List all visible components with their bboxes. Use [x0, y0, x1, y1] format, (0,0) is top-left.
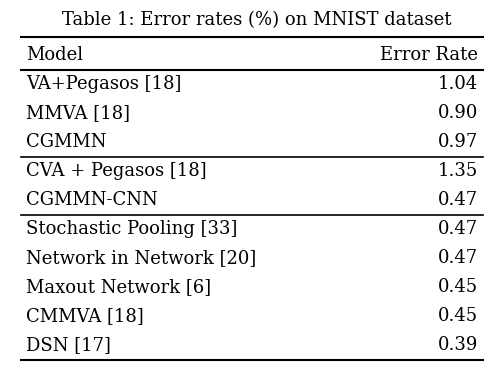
Text: Model: Model	[26, 46, 83, 64]
Text: CGMMN-CNN: CGMMN-CNN	[26, 191, 157, 209]
Text: CVA + Pegasos [18]: CVA + Pegasos [18]	[26, 162, 206, 180]
Text: 0.47: 0.47	[437, 249, 477, 267]
Text: 0.90: 0.90	[437, 104, 477, 122]
Text: Network in Network [20]: Network in Network [20]	[26, 249, 256, 267]
Text: VA+Pegasos [18]: VA+Pegasos [18]	[26, 75, 181, 93]
Text: 0.45: 0.45	[437, 278, 477, 296]
Text: 0.47: 0.47	[437, 220, 477, 238]
Text: DSN [17]: DSN [17]	[26, 336, 111, 354]
Text: 1.35: 1.35	[437, 162, 477, 180]
Text: 0.45: 0.45	[437, 307, 477, 325]
Text: Maxout Network [6]: Maxout Network [6]	[26, 278, 210, 296]
Text: 0.39: 0.39	[437, 336, 477, 354]
Text: MMVA [18]: MMVA [18]	[26, 104, 130, 122]
Text: CMMVA [18]: CMMVA [18]	[26, 307, 143, 325]
Text: Stochastic Pooling [33]: Stochastic Pooling [33]	[26, 220, 237, 238]
Text: Table 1: Error rates (%) on MNIST dataset: Table 1: Error rates (%) on MNIST datase…	[62, 11, 451, 29]
Text: CGMMN: CGMMN	[26, 133, 106, 151]
Text: Error Rate: Error Rate	[379, 46, 477, 64]
Text: 1.04: 1.04	[437, 75, 477, 93]
Text: 0.97: 0.97	[437, 133, 477, 151]
Text: 0.47: 0.47	[437, 191, 477, 209]
